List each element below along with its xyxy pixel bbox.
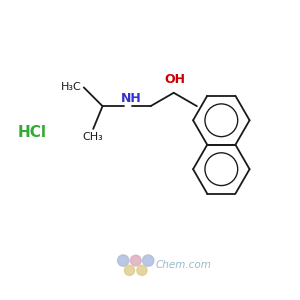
Circle shape	[124, 265, 135, 275]
Circle shape	[130, 255, 141, 266]
Text: OH: OH	[165, 73, 186, 86]
Text: HCl: HCl	[18, 125, 47, 140]
Text: H₃C: H₃C	[61, 82, 81, 92]
Circle shape	[142, 255, 154, 266]
Circle shape	[118, 255, 129, 266]
Text: NH: NH	[120, 92, 141, 105]
Text: CH₃: CH₃	[83, 133, 104, 142]
Circle shape	[137, 265, 147, 275]
Text: Chem.com: Chem.com	[155, 260, 211, 270]
